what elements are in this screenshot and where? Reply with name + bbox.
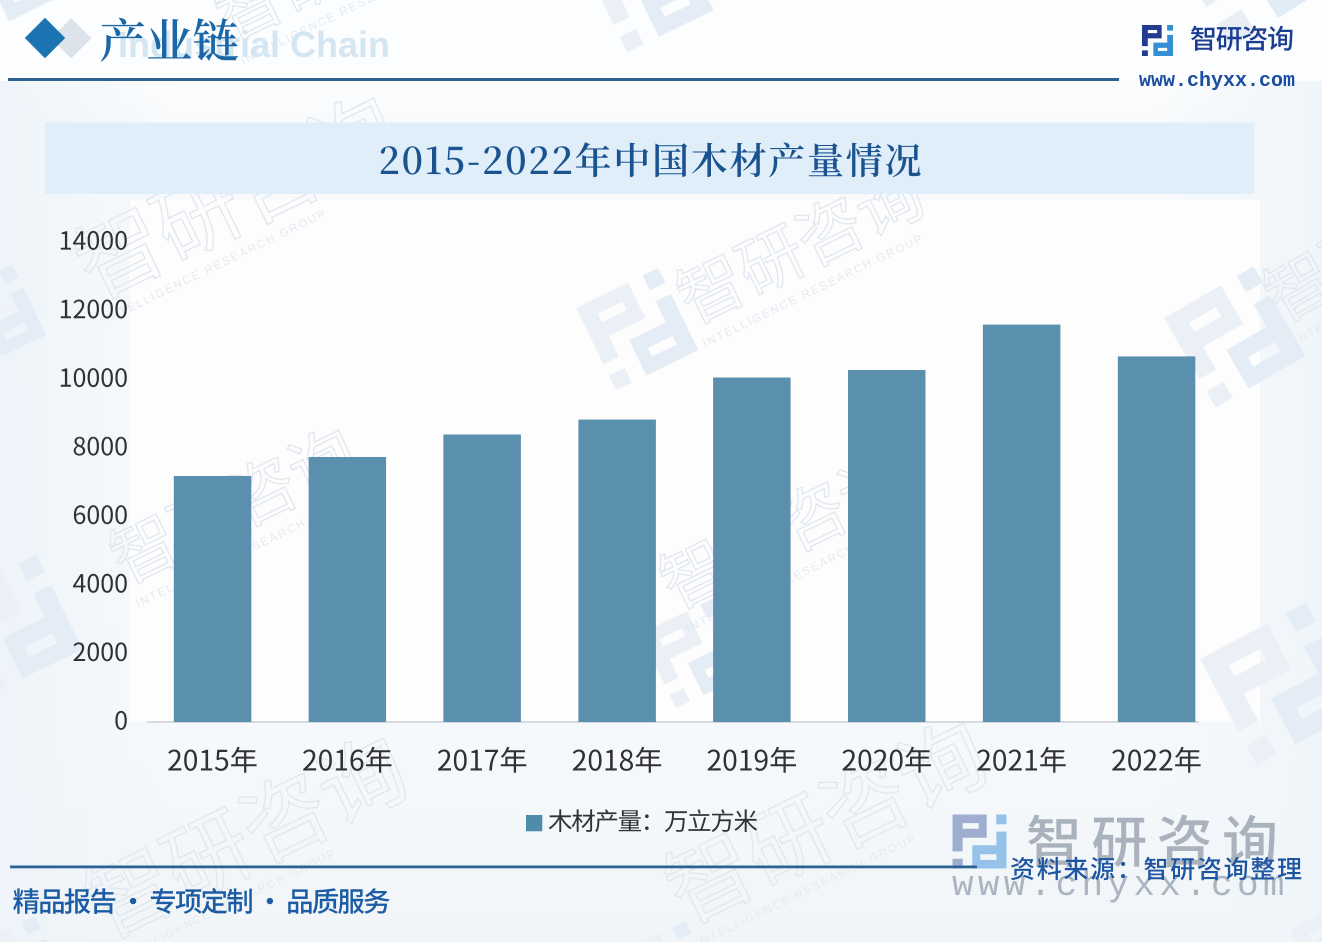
svg-text:www.chyxx.com: www.chyxx.com — [1139, 70, 1295, 93]
svg-text:www.chyxx.com: www.chyxx.com — [952, 865, 1289, 906]
